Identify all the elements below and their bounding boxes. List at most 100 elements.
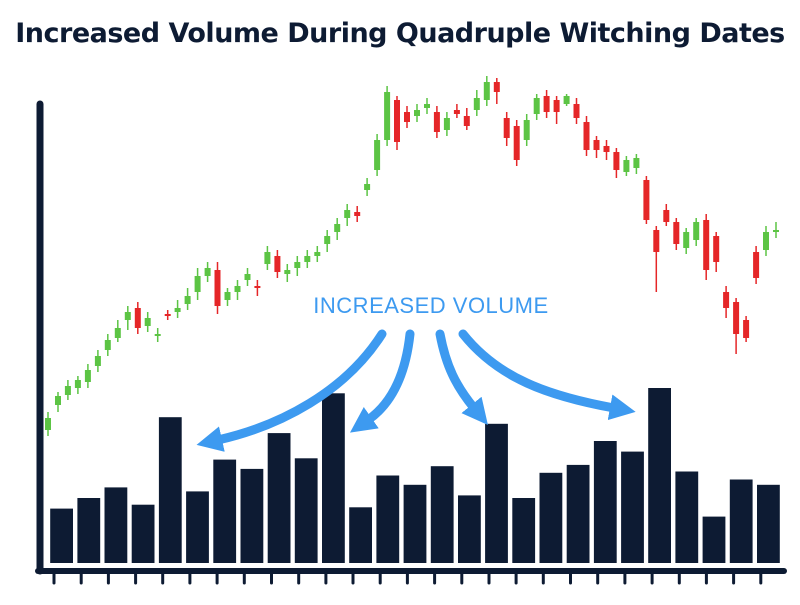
- volume-bar: [512, 498, 536, 563]
- candle-up: [144, 312, 151, 332]
- candle-down: [553, 96, 560, 124]
- volume-bar: [376, 475, 400, 563]
- candle-up: [414, 104, 420, 122]
- candle-up: [55, 392, 61, 412]
- candle-down: [613, 148, 620, 178]
- annotation-label: INCREASED VOLUME: [313, 293, 548, 318]
- candle-up: [424, 98, 430, 114]
- volume-bar: [539, 472, 563, 563]
- volume-bars: [50, 388, 780, 563]
- candle-up: [523, 114, 530, 146]
- volume-bar: [648, 388, 671, 563]
- candle-up: [84, 364, 91, 388]
- candle-up: [384, 86, 391, 146]
- chart-title: Increased Volume During Quadruple Witchi…: [15, 18, 785, 49]
- candle-down: [513, 120, 520, 166]
- candle-up: [334, 218, 341, 240]
- candle-up: [184, 288, 191, 310]
- candle-up: [294, 256, 301, 276]
- candle-down: [703, 214, 710, 280]
- volume-bar: [213, 459, 237, 563]
- candle-down: [603, 140, 610, 160]
- arrow-1: [196, 329, 387, 452]
- candle-up: [234, 280, 241, 300]
- annotation-arrows: [196, 329, 636, 452]
- candle-up: [174, 300, 181, 318]
- candle-down: [394, 96, 400, 150]
- candle-down: [503, 112, 510, 146]
- volume-bar: [77, 498, 101, 563]
- candle-up: [74, 376, 81, 394]
- candle-up: [483, 76, 490, 106]
- candle-up: [314, 246, 321, 262]
- candle-down: [493, 78, 500, 104]
- candle-down: [164, 310, 171, 320]
- volume-bar: [349, 507, 372, 563]
- candle-up: [104, 334, 111, 356]
- volume-bar: [458, 495, 481, 563]
- candle-up: [623, 156, 630, 176]
- candle-up: [64, 380, 71, 400]
- arrow-4: [458, 329, 636, 421]
- volume-bar: [131, 504, 155, 563]
- volume-bar: [294, 458, 318, 563]
- candle-up: [693, 218, 700, 246]
- candle-down: [433, 106, 440, 138]
- volume-bar: [566, 464, 590, 563]
- candle-down: [723, 286, 730, 318]
- volume-bar: [158, 417, 182, 563]
- volume-bar: [621, 451, 644, 563]
- volume-bar: [104, 487, 128, 563]
- candle-up: [154, 328, 161, 342]
- candle-up: [284, 264, 291, 282]
- candle-up: [443, 112, 450, 136]
- price-candles: [45, 76, 779, 436]
- volume-bar: [430, 466, 454, 563]
- candle-down: [453, 104, 460, 118]
- candle-down: [543, 90, 550, 118]
- candle-up: [563, 94, 570, 106]
- candle-up: [633, 154, 640, 174]
- candle-down: [673, 218, 680, 250]
- volume-bar: [675, 471, 699, 563]
- candle-down: [593, 136, 600, 158]
- volume-bar: [267, 433, 291, 563]
- volume-bar: [702, 516, 726, 563]
- candle-down: [274, 250, 281, 278]
- candle-down: [214, 262, 221, 314]
- volume-bar: [322, 393, 345, 563]
- candle-down: [134, 302, 141, 334]
- candle-up: [304, 250, 311, 268]
- volume-bar: [186, 491, 209, 563]
- candle-down: [753, 246, 760, 284]
- candle-up: [204, 262, 211, 282]
- candle-down: [404, 106, 410, 128]
- volume-bar: [485, 423, 508, 563]
- candle-down: [573, 98, 580, 124]
- arrow-3: [435, 329, 488, 426]
- candle-down: [733, 298, 740, 354]
- volume-bar: [593, 441, 617, 563]
- candle-up: [473, 90, 480, 116]
- candle-up: [244, 268, 251, 286]
- volume-bar: [757, 484, 780, 563]
- candle-up: [683, 228, 690, 254]
- volume-bar: [403, 484, 427, 563]
- candle-down: [354, 206, 361, 222]
- candle-up: [324, 230, 331, 252]
- candle-up: [533, 94, 540, 120]
- candle-down: [583, 116, 590, 156]
- candle-down: [463, 108, 470, 130]
- volume-bar: [240, 468, 264, 563]
- candle-up: [763, 226, 769, 256]
- x-axis-ticks: [52, 570, 763, 585]
- candle-up: [194, 268, 201, 300]
- candle-down: [743, 316, 750, 342]
- candle-up: [264, 246, 271, 270]
- candle-up: [364, 178, 371, 196]
- candle-up: [773, 222, 779, 238]
- volume-bar: [50, 508, 73, 563]
- candle-up: [124, 306, 131, 330]
- arrow-2: [349, 329, 415, 433]
